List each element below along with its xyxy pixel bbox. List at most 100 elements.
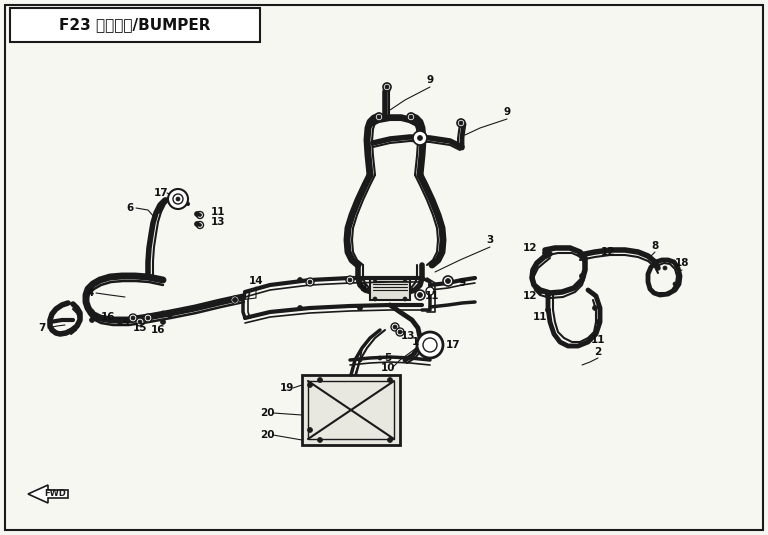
Circle shape — [90, 310, 94, 315]
Circle shape — [197, 211, 204, 218]
Polygon shape — [10, 8, 260, 42]
Circle shape — [396, 328, 404, 336]
Circle shape — [459, 121, 463, 125]
Text: 20: 20 — [260, 408, 274, 418]
Text: 9: 9 — [458, 278, 465, 288]
Text: 9: 9 — [504, 107, 511, 117]
Text: 14: 14 — [249, 276, 263, 286]
Text: 7: 7 — [38, 323, 45, 333]
Circle shape — [538, 289, 542, 294]
Circle shape — [118, 319, 123, 325]
Circle shape — [403, 297, 407, 301]
Circle shape — [168, 314, 172, 318]
Text: 13: 13 — [401, 331, 415, 341]
Circle shape — [373, 277, 377, 281]
Circle shape — [307, 427, 313, 432]
Circle shape — [161, 311, 165, 315]
Text: 19: 19 — [280, 383, 294, 393]
Circle shape — [388, 438, 392, 442]
Circle shape — [131, 316, 135, 320]
Circle shape — [417, 332, 443, 358]
Circle shape — [348, 278, 352, 282]
Text: 13: 13 — [210, 217, 225, 227]
Text: F23 保险杠组/BUMPER: F23 保险杠组/BUMPER — [59, 18, 210, 33]
Circle shape — [542, 250, 548, 256]
Circle shape — [592, 305, 598, 310]
Circle shape — [317, 438, 323, 442]
Text: 11: 11 — [591, 335, 605, 345]
Circle shape — [357, 305, 362, 310]
Circle shape — [307, 383, 313, 387]
Text: 15: 15 — [133, 323, 147, 333]
Text: 1: 1 — [412, 337, 419, 347]
Text: FWD: FWD — [44, 490, 66, 499]
Text: 10: 10 — [381, 363, 396, 373]
Circle shape — [176, 197, 180, 201]
Text: 15: 15 — [116, 318, 131, 328]
Circle shape — [423, 338, 437, 352]
Circle shape — [358, 358, 362, 362]
Circle shape — [545, 308, 551, 312]
Text: 12: 12 — [601, 247, 615, 257]
Circle shape — [393, 325, 397, 329]
Text: 3: 3 — [486, 235, 494, 245]
Circle shape — [198, 224, 201, 226]
Circle shape — [198, 213, 201, 217]
Circle shape — [388, 378, 392, 383]
Text: 12: 12 — [523, 291, 538, 301]
Circle shape — [445, 279, 451, 284]
Circle shape — [168, 189, 188, 209]
Polygon shape — [370, 278, 410, 300]
Polygon shape — [28, 485, 68, 503]
Circle shape — [375, 113, 383, 121]
Circle shape — [595, 319, 601, 325]
Circle shape — [357, 278, 362, 282]
Circle shape — [173, 194, 183, 204]
Text: 12: 12 — [523, 243, 538, 253]
Text: 11: 11 — [533, 312, 548, 322]
Circle shape — [580, 255, 584, 259]
Circle shape — [90, 317, 94, 323]
Circle shape — [418, 293, 422, 297]
Circle shape — [663, 266, 667, 270]
Circle shape — [403, 277, 407, 281]
Text: 5: 5 — [384, 353, 392, 363]
Circle shape — [413, 131, 427, 145]
Circle shape — [418, 135, 422, 141]
Circle shape — [146, 316, 150, 320]
Text: 11: 11 — [425, 291, 439, 301]
Text: 17: 17 — [154, 188, 168, 198]
Text: 9: 9 — [426, 75, 434, 85]
Circle shape — [317, 378, 323, 383]
Circle shape — [373, 297, 377, 301]
Circle shape — [580, 273, 584, 279]
Circle shape — [194, 221, 200, 226]
Text: 9: 9 — [359, 283, 366, 293]
Text: 6: 6 — [127, 203, 134, 213]
Circle shape — [377, 115, 381, 119]
Circle shape — [138, 320, 142, 324]
Circle shape — [308, 280, 312, 284]
Circle shape — [443, 276, 453, 286]
Text: 16: 16 — [101, 312, 115, 322]
Circle shape — [391, 323, 399, 331]
Text: 20: 20 — [260, 430, 274, 440]
Circle shape — [306, 278, 314, 286]
Circle shape — [297, 305, 303, 310]
Text: 16: 16 — [151, 325, 165, 335]
Circle shape — [297, 278, 303, 282]
Text: 11: 11 — [210, 207, 225, 217]
Circle shape — [144, 314, 152, 322]
Circle shape — [426, 287, 434, 295]
Circle shape — [457, 119, 465, 127]
Circle shape — [378, 356, 382, 360]
Circle shape — [161, 319, 165, 325]
Circle shape — [233, 297, 237, 302]
Circle shape — [231, 296, 239, 304]
Circle shape — [398, 330, 402, 334]
Circle shape — [383, 83, 391, 91]
Text: 17: 17 — [445, 340, 460, 350]
Polygon shape — [302, 375, 400, 445]
Text: 18: 18 — [675, 258, 689, 268]
Circle shape — [545, 293, 551, 297]
